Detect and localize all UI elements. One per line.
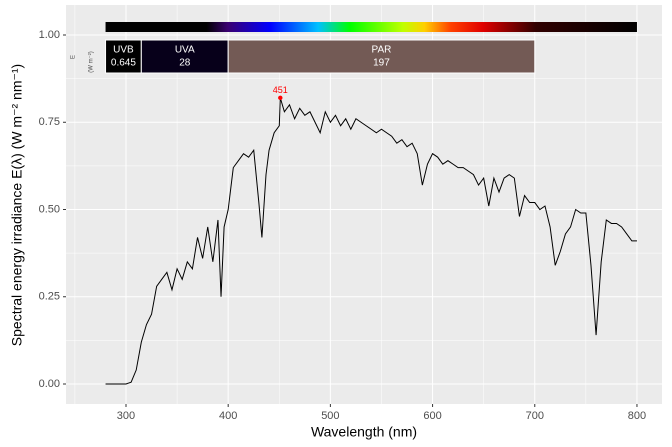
band-name: UVA bbox=[175, 45, 195, 56]
color-bar bbox=[105, 22, 637, 32]
y-axis-title: Spectral energy irradiance E(λ) (W m⁻² n… bbox=[9, 64, 25, 346]
band-value: 28 bbox=[179, 58, 191, 69]
x-tick-label: 600 bbox=[423, 410, 441, 422]
band-name: PAR bbox=[372, 45, 392, 56]
spectrum-line bbox=[105, 97, 637, 385]
peak-point bbox=[278, 95, 283, 101]
band-box bbox=[105, 39, 142, 74]
y-tick-label: 1.00 bbox=[39, 29, 60, 41]
x-tick-label: 700 bbox=[526, 410, 544, 422]
band-name: UVB bbox=[113, 45, 134, 56]
y-tick-label: 0.75 bbox=[39, 116, 60, 128]
x-axis-title: Wavelength (nm) bbox=[311, 424, 417, 440]
band-box bbox=[227, 39, 536, 74]
x-tick-label: 500 bbox=[321, 410, 339, 422]
y-tick-label: 0.00 bbox=[39, 378, 60, 390]
band-box bbox=[140, 39, 229, 74]
peak-label: 451 bbox=[273, 85, 288, 95]
x-tick-label: 800 bbox=[628, 410, 646, 422]
y-tick-label: 0.50 bbox=[39, 203, 60, 215]
band-value: 0.645 bbox=[111, 58, 136, 69]
band-axis-label: E bbox=[71, 55, 77, 59]
band-value: 197 bbox=[373, 58, 390, 69]
x-tick-label: 300 bbox=[117, 410, 135, 422]
x-tick-label: 400 bbox=[219, 410, 237, 422]
band-axis-label: (W m⁻²) bbox=[89, 51, 95, 73]
y-tick-label: 0.25 bbox=[39, 291, 60, 303]
